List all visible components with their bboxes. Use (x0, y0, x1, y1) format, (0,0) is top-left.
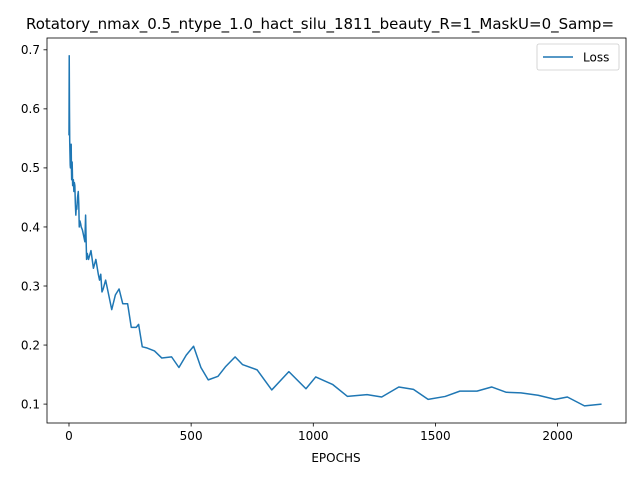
x-tick-label: 2000 (542, 429, 573, 443)
x-tick-label: 0 (65, 429, 73, 443)
y-tick-label: 0.2 (21, 338, 40, 352)
x-axis-label: EPOCHS (311, 451, 360, 465)
legend: Loss (536, 43, 620, 71)
x-axis-ticks: 0 500 1000 1500 2000 (65, 423, 573, 443)
x-tick-label: 1000 (298, 429, 329, 443)
plot-frame (46, 37, 627, 424)
legend-box (536, 43, 620, 71)
y-tick-label: 0.3 (21, 279, 40, 293)
y-tick-label: 0.4 (21, 220, 40, 234)
plot-area (47, 38, 626, 423)
legend-label-loss: Loss (583, 51, 609, 65)
y-axis-ticks: 0.1 0.2 0.3 0.4 0.5 0.6 0.7 (21, 43, 47, 411)
y-tick-label: 0.1 (21, 397, 40, 411)
x-tick-label: 500 (180, 429, 203, 443)
y-tick-label: 0.5 (21, 161, 40, 175)
chart-title: Rotatory_nmax_0.5_ntype_1.0_hact_silu_18… (26, 15, 614, 34)
x-tick-label: 1500 (420, 429, 451, 443)
y-tick-label: 0.6 (21, 102, 40, 116)
loss-series-line (68, 54, 602, 407)
y-tick-label: 0.7 (21, 43, 40, 57)
